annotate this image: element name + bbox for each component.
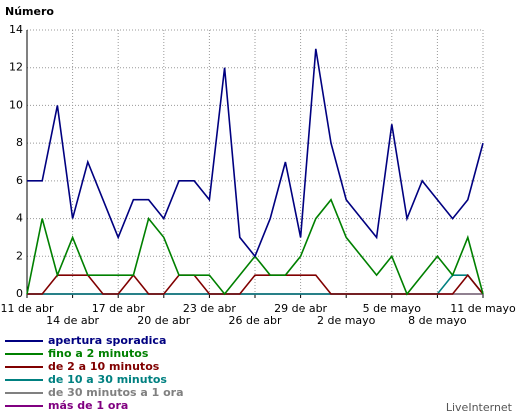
legend-label: de 10 a 30 minutos — [48, 373, 167, 386]
x-tick-label: 8 de mayo — [408, 314, 467, 327]
x-tick-label: 14 de abr — [46, 314, 99, 327]
y-tick-label: 4 — [16, 212, 23, 225]
credit: LiveInternet — [446, 401, 513, 414]
x-tick-label: 11 de abr — [1, 302, 54, 315]
x-tick-label: 11 de mayo — [450, 302, 516, 315]
legend-label: fino a 2 minutos — [48, 347, 149, 360]
y-tick-label: 6 — [16, 174, 23, 187]
y-tick-label: 10 — [9, 98, 23, 111]
x-tick-label: 26 de abr — [229, 314, 282, 327]
legend-label: de 30 minutos a 1 ora — [48, 386, 184, 399]
x-tick-label: 5 de mayo — [363, 302, 422, 315]
y-tick-label: 14 — [9, 23, 23, 36]
y-tick-label: 12 — [9, 61, 23, 74]
x-tick-label: 17 de abr — [92, 302, 145, 315]
x-tick-label: 29 de abr — [274, 302, 327, 315]
y-tick-label: 8 — [16, 136, 23, 149]
x-tick-label: 23 de abr — [183, 302, 236, 315]
y-tick-label: 0 — [16, 287, 23, 300]
x-tick-label: 20 de abr — [137, 314, 190, 327]
chart-title: Número — [5, 5, 54, 18]
series-line — [27, 48, 484, 258]
x-tick-label: 2 de mayo — [317, 314, 376, 327]
y-tick-label: 2 — [16, 249, 23, 262]
legend-label: más de 1 ora — [48, 399, 128, 412]
legend-label: apertura sporadica — [48, 334, 166, 347]
legend-label: de 2 a 10 minutos — [48, 360, 160, 373]
